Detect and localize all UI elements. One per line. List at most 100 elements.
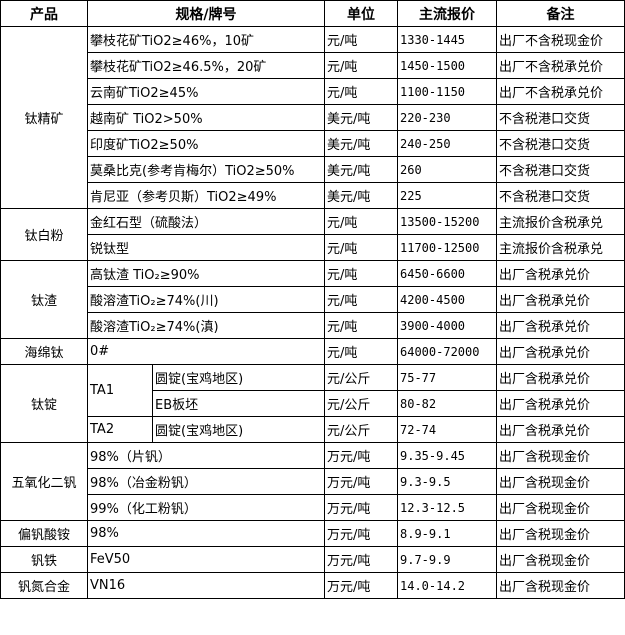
table-row: 酸溶渣TiO₂≥74%(滇) 元/吨 3900-4000 出厂含税承兑价 <box>1 312 625 339</box>
spec-cell: 99%（化工粉钒） <box>87 494 325 521</box>
unit-cell: 万元/吨 <box>324 572 398 599</box>
header-product: 产品 <box>0 0 88 27</box>
table-row: 五氧化二钒 98%（片钒） 万元/吨 9.35-9.45 出厂含税现金价 <box>0 442 625 521</box>
note-cell: 出厂含税现金价 <box>496 546 625 573</box>
product-cell: 钒铁 <box>0 546 88 573</box>
price-cell: 1100-1150 <box>397 78 497 105</box>
price-cell: 72-74 <box>397 416 497 443</box>
spec-cell: 金红石型（硫酸法） <box>87 208 325 235</box>
price-cell: 4200-4500 <box>397 286 497 313</box>
price-cell: 8.9-9.1 <box>397 520 497 547</box>
note-cell: 出厂含税承兑价 <box>496 338 625 365</box>
table-row: 酸溶渣TiO₂≥74%(川) 元/吨 4200-4500 出厂含税承兑价 <box>1 286 625 313</box>
unit-cell: 元/吨 <box>324 26 398 53</box>
spec-cell: 攀枝花矿TiO2≥46.5%，20矿 <box>87 52 325 79</box>
price-cell: 11700-12500 <box>397 234 497 261</box>
note-cell: 出厂含税承兑价 <box>496 260 625 287</box>
product-cell: 钛渣 <box>0 260 88 339</box>
unit-cell: 元/吨 <box>324 52 398 79</box>
price-cell: 220-230 <box>397 104 497 131</box>
price-cell: 260 <box>397 156 497 183</box>
note-cell: 出厂含税承兑价 <box>496 364 625 391</box>
note-cell: 出厂含税承兑价 <box>496 416 625 443</box>
table-row: 偏钒酸铵 98% 万元/吨 8.9-9.1 出厂含税现金价 <box>0 520 625 547</box>
unit-cell: 元/公斤 <box>324 416 398 443</box>
price-cell: 12.3-12.5 <box>397 494 497 521</box>
spec-cell: 酸溶渣TiO₂≥74%(川) <box>87 286 325 313</box>
header-spec: 规格/牌号 <box>87 0 325 27</box>
unit-cell: 元/公斤 <box>324 390 398 417</box>
product-cell: 五氧化二钒 <box>0 442 88 521</box>
product-cell: 钒氮合金 <box>0 572 88 599</box>
price-table: 产品 规格/牌号 单位 主流报价 备注 钛精矿 攀枝花矿TiO2≥46%，10矿元… <box>0 0 625 599</box>
grade-cell: TA1 <box>87 364 153 417</box>
spec-cell: VN16 <box>87 572 325 599</box>
note-cell: 不含税港口交货 <box>496 156 625 183</box>
unit-cell: 元/吨 <box>324 338 398 365</box>
price-cell: 14.0-14.2 <box>397 572 497 599</box>
spec-cell: 圆锭(宝鸡地区) <box>152 416 325 443</box>
unit-cell: 元/吨 <box>324 260 398 287</box>
price-cell: 13500-15200 <box>397 208 497 235</box>
table-row: 钒氮合金 VN16 万元/吨 14.0-14.2 出厂含税现金价 <box>0 572 625 599</box>
note-cell: 出厂含税现金价 <box>496 468 625 495</box>
unit-cell: 元/吨 <box>324 208 398 235</box>
note-cell: 出厂含税承兑价 <box>496 390 625 417</box>
table-row: TA2 圆锭(宝鸡地区) 元/公斤 72-74 出厂含税承兑价 <box>1 416 625 443</box>
product-cell: 钛锭 <box>0 364 88 443</box>
table-row: 钛白粉 金红石型（硫酸法） 元/吨 13500-15200 主流报价含税承兑 <box>0 208 625 261</box>
header-price: 主流报价 <box>397 0 497 27</box>
unit-cell: 元/吨 <box>324 78 398 105</box>
note-cell: 出厂含税现金价 <box>496 494 625 521</box>
table-row: 莫桑比克(参考肯梅尔）TiO2≥50% 美元/吨 260 不含税港口交货 <box>1 156 625 183</box>
unit-cell: 万元/吨 <box>324 546 398 573</box>
unit-cell: 元/公斤 <box>324 364 398 391</box>
price-cell: 80-82 <box>397 390 497 417</box>
product-cell: 钛精矿 <box>0 26 88 209</box>
note-cell: 出厂含税承兑价 <box>496 286 625 313</box>
unit-cell: 元/吨 <box>324 312 398 339</box>
price-cell: 1330-1445 <box>397 26 497 53</box>
table-row: 印度矿TiO2≥50% 美元/吨 240-250 不含税港口交货 <box>1 130 625 157</box>
unit-cell: 元/吨 <box>324 286 398 313</box>
price-cell: 64000-72000 <box>397 338 497 365</box>
note-cell: 不含税港口交货 <box>496 104 625 131</box>
price-cell: 3900-4000 <box>397 312 497 339</box>
unit-cell: 美元/吨 <box>324 182 398 209</box>
unit-cell: 万元/吨 <box>324 520 398 547</box>
table-row: 99%（化工粉钒） 万元/吨 12.3-12.5 出厂含税现金价 <box>1 494 625 521</box>
note-cell: 出厂含税现金价 <box>496 520 625 547</box>
spec-cell: 锐钛型 <box>87 234 325 261</box>
table-body: 钛精矿 攀枝花矿TiO2≥46%，10矿 元/吨 1330-1445 出厂不含税现金价攀… <box>0 26 625 599</box>
table-row: 钛渣 高钛渣 TiO₂≥90% 元/吨 6450-6600 出厂含税承兑价 <box>0 260 625 339</box>
product-cell: 偏钒酸铵 <box>0 520 88 547</box>
note-cell: 出厂不含税承兑价 <box>496 52 625 79</box>
note-cell: 出厂含税现金价 <box>496 572 625 599</box>
spec-cell: 圆锭(宝鸡地区) <box>152 364 325 391</box>
spec-cell: 酸溶渣TiO₂≥74%(滇) <box>87 312 325 339</box>
table-row: 云南矿TiO2≥45% 元/吨 1100-1150 出厂不含税承兑价 <box>1 78 625 105</box>
note-cell: 出厂含税现金价 <box>496 442 625 469</box>
spec-cell: 高钛渣 TiO₂≥90% <box>87 260 325 287</box>
price-cell: 1450-1500 <box>397 52 497 79</box>
unit-cell: 美元/吨 <box>324 130 398 157</box>
price-cell: 9.35-9.45 <box>397 442 497 469</box>
note-cell: 出厂不含税现金价 <box>496 26 625 53</box>
price-cell: 9.3-9.5 <box>397 468 497 495</box>
spec-cell: 莫桑比克(参考肯梅尔）TiO2≥50% <box>87 156 325 183</box>
table-row: 越南矿 TiO2>50% 美元/吨 220-230 不含税港口交货 <box>1 104 625 131</box>
unit-cell: 万元/吨 <box>324 494 398 521</box>
price-cell: 75-77 <box>397 364 497 391</box>
note-cell: 不含税港口交货 <box>496 130 625 157</box>
table-row: 98%（冶金粉钒） 万元/吨 9.3-9.5 出厂含税现金价 <box>1 468 625 495</box>
note-cell: 出厂含税承兑价 <box>496 312 625 339</box>
header-unit: 单位 <box>324 0 398 27</box>
spec-cell: 攀枝花矿TiO2≥46%，10矿 <box>87 26 325 53</box>
note-cell: 出厂不含税承兑价 <box>496 78 625 105</box>
header-note: 备注 <box>496 0 625 27</box>
price-cell: 9.7-9.9 <box>397 546 497 573</box>
table-row: 锐钛型 元/吨 11700-12500 主流报价含税承兑 <box>1 234 625 261</box>
spec-cell: FeV50 <box>87 546 325 573</box>
table-row: 海绵钛 0# 元/吨 64000-72000 出厂含税承兑价 <box>0 338 625 365</box>
table-row: EB板坯 元/公斤 80-82 出厂含税承兑价 <box>1 390 625 417</box>
